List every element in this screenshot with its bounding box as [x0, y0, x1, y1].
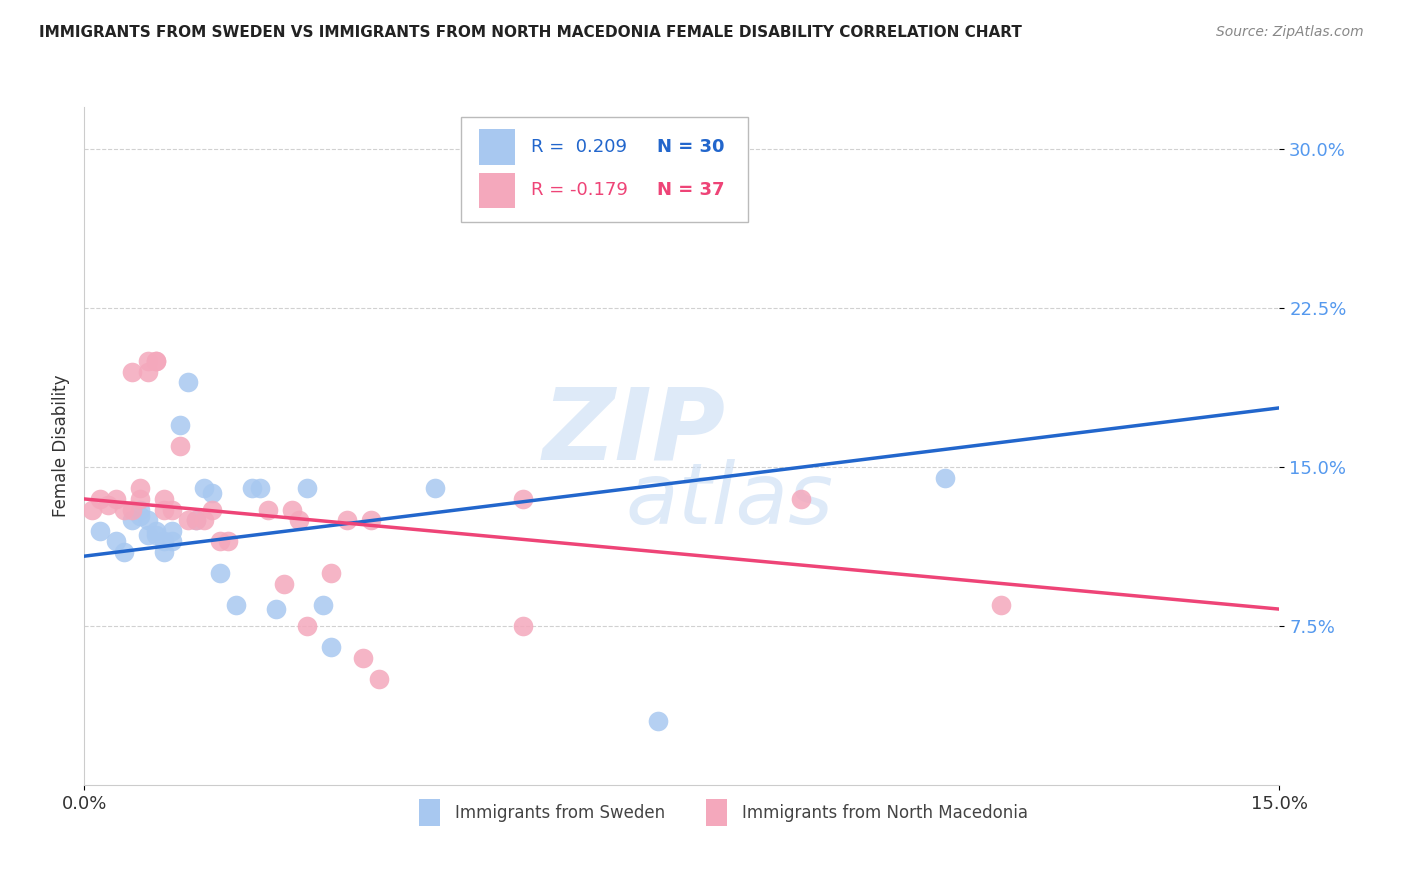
- Y-axis label: Female Disability: Female Disability: [52, 375, 70, 517]
- Text: N = 37: N = 37: [657, 181, 724, 200]
- Point: [105, 534, 128, 549]
- Text: atlas: atlas: [626, 458, 834, 541]
- Point: [160, 502, 183, 516]
- Bar: [706, 798, 727, 826]
- Point: [512, 491, 534, 506]
- Point: [647, 714, 669, 729]
- Point: [321, 640, 343, 655]
- Bar: [479, 129, 515, 165]
- Point: [193, 482, 215, 496]
- Text: Immigrants from North Macedonia: Immigrants from North Macedonia: [742, 805, 1028, 822]
- Point: [112, 545, 135, 559]
- Point: [336, 513, 359, 527]
- Point: [121, 365, 143, 379]
- Point: [256, 502, 278, 516]
- Point: [136, 513, 159, 527]
- Point: [136, 528, 159, 542]
- Point: [934, 471, 956, 485]
- Point: [177, 513, 200, 527]
- Point: [97, 498, 120, 512]
- Point: [249, 482, 271, 496]
- Point: [129, 482, 152, 496]
- Point: [177, 376, 200, 390]
- Point: [169, 417, 191, 432]
- Point: [217, 534, 239, 549]
- Point: [201, 485, 224, 500]
- Point: [121, 502, 143, 516]
- Point: [264, 602, 287, 616]
- Point: [145, 528, 167, 542]
- Point: [273, 576, 295, 591]
- Text: IMMIGRANTS FROM SWEDEN VS IMMIGRANTS FROM NORTH MACEDONIA FEMALE DISABILITY CORR: IMMIGRANTS FROM SWEDEN VS IMMIGRANTS FRO…: [39, 25, 1022, 40]
- FancyBboxPatch shape: [461, 117, 748, 222]
- Text: R =  0.209: R = 0.209: [531, 138, 627, 156]
- Point: [129, 508, 152, 523]
- Point: [512, 619, 534, 633]
- Point: [360, 513, 382, 527]
- Text: R = -0.179: R = -0.179: [531, 181, 628, 200]
- Point: [790, 491, 813, 506]
- Point: [121, 513, 143, 527]
- Point: [368, 672, 391, 686]
- Text: N = 30: N = 30: [657, 138, 724, 156]
- Point: [297, 482, 319, 496]
- Point: [129, 491, 152, 506]
- Point: [169, 439, 191, 453]
- Point: [312, 598, 335, 612]
- Point: [136, 354, 159, 368]
- Point: [280, 502, 302, 516]
- Point: [153, 502, 176, 516]
- Text: Immigrants from Sweden: Immigrants from Sweden: [456, 805, 665, 822]
- Point: [145, 524, 167, 538]
- Point: [288, 513, 311, 527]
- Point: [129, 502, 152, 516]
- Point: [89, 491, 111, 506]
- Point: [153, 545, 176, 559]
- Point: [208, 566, 231, 581]
- Text: Source: ZipAtlas.com: Source: ZipAtlas.com: [1216, 25, 1364, 39]
- Point: [145, 354, 167, 368]
- Bar: [479, 173, 515, 208]
- Point: [297, 619, 319, 633]
- Point: [82, 502, 104, 516]
- Point: [160, 534, 183, 549]
- Point: [153, 491, 176, 506]
- Point: [423, 482, 446, 496]
- Point: [136, 365, 159, 379]
- Point: [208, 534, 231, 549]
- Point: [193, 513, 215, 527]
- Point: [105, 491, 128, 506]
- Point: [225, 598, 247, 612]
- Point: [240, 482, 263, 496]
- Point: [352, 651, 374, 665]
- Point: [112, 502, 135, 516]
- Bar: [419, 798, 440, 826]
- Point: [201, 502, 224, 516]
- Text: ZIP: ZIP: [543, 384, 725, 481]
- Point: [145, 354, 167, 368]
- Point: [184, 513, 207, 527]
- Point: [990, 598, 1012, 612]
- Point: [184, 513, 207, 527]
- Point: [89, 524, 111, 538]
- Point: [321, 566, 343, 581]
- Point: [160, 524, 183, 538]
- Point: [153, 534, 176, 549]
